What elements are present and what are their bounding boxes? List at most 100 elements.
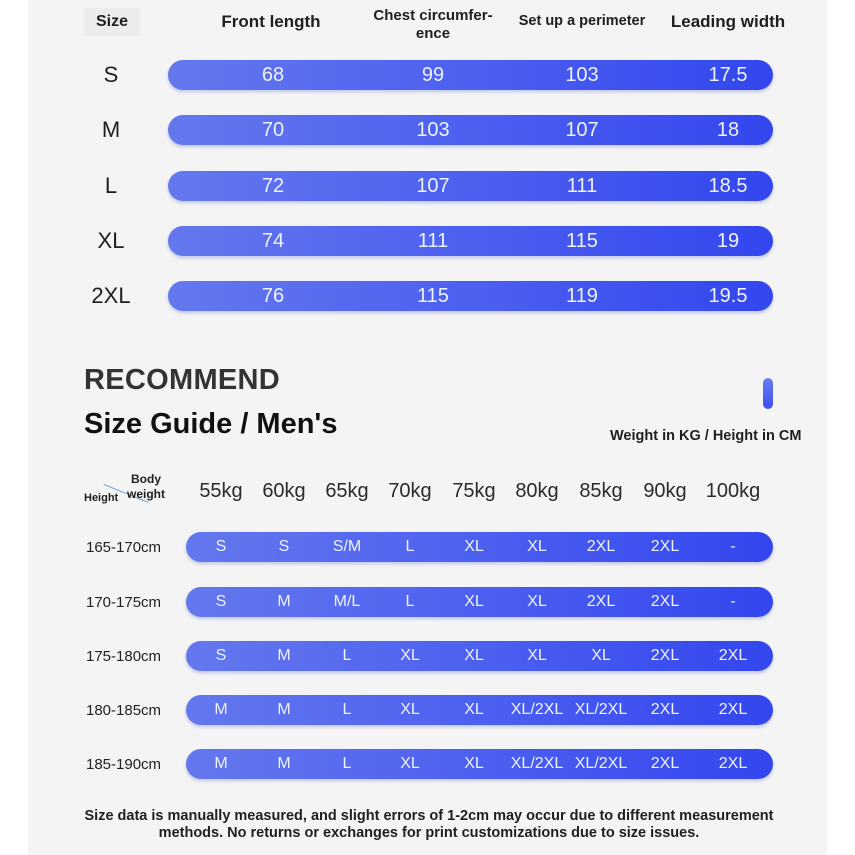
recommend-heading: RECOMMEND (84, 364, 281, 396)
size-guide-cell: 2XL (650, 755, 680, 772)
size-row-bar: 74 111 115 19 (168, 226, 773, 256)
size-row-cell: 19.5 (708, 285, 748, 307)
weight-column-header: 75kg (452, 480, 496, 502)
size-row-cell: 107 (416, 175, 450, 197)
size-guide-cell: S (215, 647, 227, 664)
weight-column-header: 70kg (388, 480, 432, 502)
size-guide-cell: XL (400, 755, 420, 772)
measurement-note: Size data is manually measured, and slig… (84, 808, 774, 842)
size-guide-cell: - (730, 593, 736, 610)
size-row-cell: 76 (261, 285, 285, 307)
size-guide-cell: 2XL (586, 593, 616, 610)
size-row-bar: 70 103 107 18 (168, 115, 773, 145)
size-guide-cell: 2XL (650, 647, 680, 664)
size-guide-cell: XL (464, 701, 484, 718)
size-guide-cell: M (277, 701, 291, 718)
size-guide-cell: XL (591, 647, 611, 664)
size-row-cell: 72 (261, 175, 285, 197)
weight-column-header: 90kg (643, 480, 687, 502)
column-header-chest: Chest circumfer- ence (373, 7, 493, 42)
size-row-cell: 99 (421, 64, 445, 86)
size-row-cell: 17.5 (708, 64, 748, 86)
scroll-indicator[interactable] (763, 378, 773, 409)
size-guide-cell: XL/2XL (510, 701, 564, 718)
size-guide-cell: M (277, 593, 291, 610)
size-label: S (103, 62, 119, 87)
column-header-leading-width: Leading width (670, 12, 786, 31)
size-label: L (104, 173, 118, 198)
size-column-header: Size (84, 8, 140, 36)
size-row-cell: 18.5 (708, 175, 748, 197)
column-header-front-length: Front length (221, 12, 321, 31)
size-guide-cell: XL (527, 647, 547, 664)
size-guide-cell: 2XL (650, 593, 680, 610)
size-guide-cell: - (730, 538, 736, 555)
size-guide-cell: XL (400, 701, 420, 718)
size-guide-row-bar: S M L XL XL XL XL 2XL 2XL (186, 641, 773, 671)
size-guide-cell: M/L (333, 593, 361, 610)
size-guide-cell: XL (464, 538, 484, 555)
corner-height-label: Height (84, 492, 119, 504)
size-guide-cell: 2XL (718, 701, 748, 718)
weight-column-header: 55kg (199, 480, 243, 502)
size-guide-cell: XL (527, 538, 547, 555)
size-row-cell: 74 (261, 230, 285, 252)
size-guide-row-bar: M M L XL XL XL/2XL XL/2XL 2XL 2XL (186, 695, 773, 725)
size-row-cell: 103 (565, 64, 599, 86)
size-guide-cell: L (342, 701, 352, 718)
size-guide-cell: XL/2XL (510, 755, 564, 772)
size-guide-cell: S (215, 593, 227, 610)
size-guide-cell: 2XL (586, 538, 616, 555)
size-row-cell: 18 (716, 119, 740, 141)
size-row-cell: 19 (716, 230, 740, 252)
size-guide-cell: L (405, 593, 415, 610)
size-guide-cell: XL (527, 593, 547, 610)
size-guide-cell: XL (464, 755, 484, 772)
size-guide-cell: XL (464, 647, 484, 664)
measurement-note-line-2: methods. No returns or exchanges for pri… (158, 825, 700, 841)
size-row-cell: 103 (416, 119, 450, 141)
weight-column-header: 85kg (579, 480, 623, 502)
size-guide-cell: M (277, 647, 291, 664)
size-row-bar: 76 115 119 19.5 (168, 281, 773, 311)
size-row-cell: 107 (565, 119, 599, 141)
size-guide-cell: XL (464, 593, 484, 610)
height-range-label: 180-185cm (86, 702, 162, 719)
height-range-label: 170-175cm (86, 594, 162, 611)
weight-column-header: 60kg (262, 480, 306, 502)
height-range-label: 185-190cm (86, 756, 162, 773)
size-guide-cell: M (214, 755, 228, 772)
column-header-perimeter: Set up a perimeter (518, 13, 646, 29)
size-guide-cell: XL (400, 647, 420, 664)
size-guide-cell: 2XL (650, 538, 680, 555)
size-guide-row-bar: M M L XL XL XL/2XL XL/2XL 2XL 2XL (186, 749, 773, 779)
size-guide-cell: L (342, 755, 352, 772)
size-guide-cell: 2XL (650, 701, 680, 718)
size-row-cell: 119 (566, 285, 598, 307)
weight-column-header: 65kg (325, 480, 369, 502)
size-row-bar: 72 107 111 18.5 (168, 171, 773, 201)
weight-column-header: 100kg (705, 480, 761, 502)
size-row-cell: 115 (417, 285, 449, 307)
size-guide-cell: L (342, 647, 352, 664)
size-guide-cell: XL/2XL (574, 755, 628, 772)
size-row-cell: 111 (566, 175, 598, 197)
size-guide-cell: L (405, 538, 415, 555)
size-row-cell: 111 (417, 230, 449, 252)
size-row-cell: 115 (566, 230, 598, 252)
weight-column-header: 80kg (515, 480, 559, 502)
height-range-label: 175-180cm (86, 648, 162, 665)
size-guide-cell: M (277, 755, 291, 772)
size-row-bar: 68 99 103 17.5 (168, 60, 773, 90)
size-guide-cell: 2XL (718, 755, 748, 772)
size-guide-row-bar: S M M/L L XL XL 2XL 2XL - (186, 587, 773, 617)
corner-body-weight-label: Body weight (127, 472, 165, 501)
size-guide-row-bar: S S S/M L XL XL 2XL 2XL - (186, 532, 773, 562)
size-row-cell: 68 (261, 64, 285, 86)
size-guide-cell: S (278, 538, 290, 555)
height-range-label: 165-170cm (86, 539, 162, 556)
size-guide-cell: 2XL (718, 647, 748, 664)
measurement-note-line-1: Size data is manually measured, and slig… (84, 808, 774, 824)
size-guide-title: Size Guide / Men's (84, 408, 338, 440)
size-guide-cell: S/M (332, 538, 362, 555)
